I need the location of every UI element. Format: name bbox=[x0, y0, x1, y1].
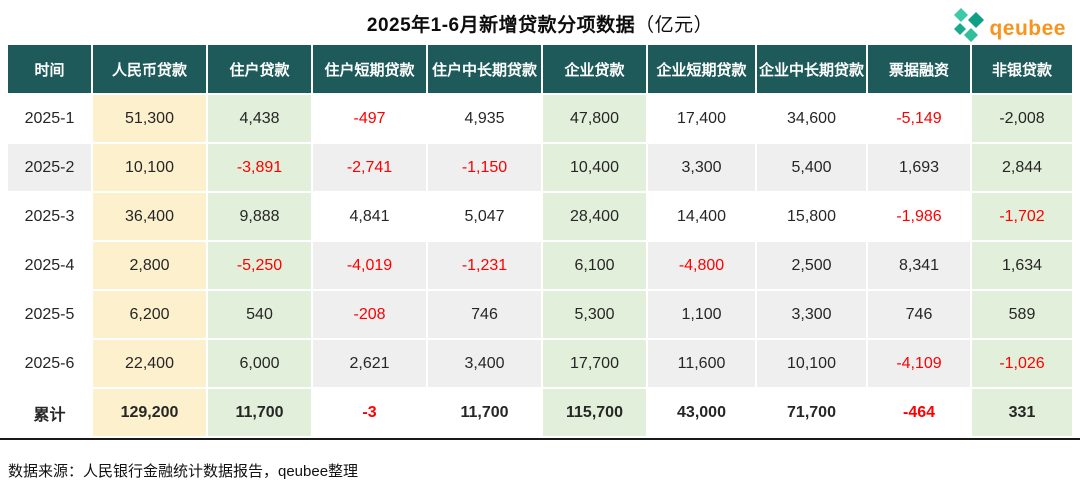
table-cell: 2,500 bbox=[757, 242, 868, 291]
table-cell: 6,100 bbox=[543, 242, 648, 291]
table-cell: 6,200 bbox=[93, 291, 208, 340]
table-row: 2025-3 36,400 9,888 4,841 5,047 28,400 14,400 1… bbox=[8, 193, 1072, 242]
table-cell: 5,300 bbox=[543, 291, 648, 340]
table-cell: -1,231 bbox=[428, 242, 543, 291]
table-cell: 2,800 bbox=[93, 242, 208, 291]
table-cell: -5,149 bbox=[868, 95, 972, 144]
table-cell: 2,844 bbox=[972, 144, 1072, 193]
table-cell: 10,100 bbox=[93, 144, 208, 193]
row-label: 2025-5 bbox=[8, 291, 93, 340]
column-header: 企业短期贷款 bbox=[648, 45, 757, 95]
table-row: 2025-5 6,200 540 -208 746 5,300 1,100 3,300 746 5… bbox=[8, 291, 1072, 340]
table-cell: 540 bbox=[208, 291, 313, 340]
table-cell: -208 bbox=[313, 291, 428, 340]
table-header: 时间 人民币贷款 住户贷款 住户短期贷款 住户中长期贷款 企业贷款 企业短期贷款 企业中长期贷… bbox=[8, 45, 1072, 95]
table-cell: 3,400 bbox=[428, 340, 543, 389]
table-row: 2025-6 22,400 6,000 2,621 3,400 17,700 11,600 1… bbox=[8, 340, 1072, 389]
table-row: 2025-2 10,100 -3,891 -2,741 -1,150 10,400 3,30… bbox=[8, 144, 1072, 193]
table-cell: -1,702 bbox=[972, 193, 1072, 242]
table-cell: -4,019 bbox=[313, 242, 428, 291]
column-header: 非银贷款 bbox=[972, 45, 1072, 95]
page-title-main: 2025年1-6月新增贷款分项数据 bbox=[366, 15, 636, 36]
table-cell: 5,047 bbox=[428, 193, 543, 242]
page-title: 2025年1-6月新增贷款分项数据（亿元） bbox=[0, 10, 1080, 37]
table-cell: -1,986 bbox=[868, 193, 972, 242]
table-cell: 43,000 bbox=[648, 389, 757, 438]
row-label: 2025-3 bbox=[8, 193, 93, 242]
table-cell: 51,300 bbox=[93, 95, 208, 144]
table-cell: 11,700 bbox=[208, 389, 313, 438]
table-cell: 6,000 bbox=[208, 340, 313, 389]
column-header: 住户贷款 bbox=[208, 45, 313, 95]
table-cell: 4,438 bbox=[208, 95, 313, 144]
table-cell: 22,400 bbox=[93, 340, 208, 389]
table-cell: 11,600 bbox=[648, 340, 757, 389]
row-label: 2025-2 bbox=[8, 144, 93, 193]
table-cell: 129,200 bbox=[93, 389, 208, 438]
table-cell: 17,400 bbox=[648, 95, 757, 144]
table-cell: 5,400 bbox=[757, 144, 868, 193]
row-label: 2025-1 bbox=[8, 95, 93, 144]
table-cell: 34,600 bbox=[757, 95, 868, 144]
table-cell: -497 bbox=[313, 95, 428, 144]
table-cell: 1,100 bbox=[648, 291, 757, 340]
table-cell: 14,400 bbox=[648, 193, 757, 242]
page-title-unit: （亿元） bbox=[635, 15, 714, 36]
table-cell: 71,700 bbox=[757, 389, 868, 438]
loan-data-table: 时间 人民币贷款 住户贷款 住户短期贷款 住户中长期贷款 企业贷款 企业短期贷款 企业中长期贷… bbox=[8, 45, 1072, 438]
row-label: 2025-6 bbox=[8, 340, 93, 389]
table-cell: -4,800 bbox=[648, 242, 757, 291]
table-cell: 4,841 bbox=[313, 193, 428, 242]
column-header: 企业中长期贷款 bbox=[757, 45, 868, 95]
table-cell: 115,700 bbox=[543, 389, 648, 438]
table-cell: -5,250 bbox=[208, 242, 313, 291]
table-bottom-rule bbox=[0, 438, 1080, 440]
table-cell: 17,700 bbox=[543, 340, 648, 389]
table-cell: 9,888 bbox=[208, 193, 313, 242]
table-cell: 3,300 bbox=[648, 144, 757, 193]
table-row: 2025-4 2,800 -5,250 -4,019 -1,231 6,100 -4,800… bbox=[8, 242, 1072, 291]
table-cell: 746 bbox=[868, 291, 972, 340]
table-row: 2025-1 51,300 4,438 -497 4,935 47,800 17,400 34… bbox=[8, 95, 1072, 144]
table-cell: 11,700 bbox=[428, 389, 543, 438]
table-cell: 331 bbox=[972, 389, 1072, 438]
table-cell: 47,800 bbox=[543, 95, 648, 144]
table-cell: -2,008 bbox=[972, 95, 1072, 144]
table-cell: 8,341 bbox=[868, 242, 972, 291]
table-cell: 10,400 bbox=[543, 144, 648, 193]
table-cell: 4,935 bbox=[428, 95, 543, 144]
table-cell: -1,026 bbox=[972, 340, 1072, 389]
table-cell: -2,741 bbox=[313, 144, 428, 193]
column-header: 住户中长期贷款 bbox=[428, 45, 543, 95]
column-header: 人民币贷款 bbox=[93, 45, 208, 95]
diamond-cluster-icon bbox=[950, 7, 986, 50]
column-header: 企业贷款 bbox=[543, 45, 648, 95]
table-cell: -1,150 bbox=[428, 144, 543, 193]
table-cell: 10,100 bbox=[757, 340, 868, 389]
table-cell: 2,621 bbox=[313, 340, 428, 389]
table-cell: 746 bbox=[428, 291, 543, 340]
column-header: 住户短期贷款 bbox=[313, 45, 428, 95]
table-cell: 1,634 bbox=[972, 242, 1072, 291]
qeubee-logo: qeubee bbox=[950, 7, 1066, 50]
table-cell: -3 bbox=[313, 389, 428, 438]
row-label: 累计 bbox=[8, 389, 93, 438]
table-cell: 15,800 bbox=[757, 193, 868, 242]
table-cell: 1,693 bbox=[868, 144, 972, 193]
logo-text: qeubee bbox=[989, 16, 1066, 40]
table-cell: -3,891 bbox=[208, 144, 313, 193]
row-label: 2025-4 bbox=[8, 242, 93, 291]
table-cell: 36,400 bbox=[93, 193, 208, 242]
table-cell: -4,109 bbox=[868, 340, 972, 389]
table-cell: 3,300 bbox=[757, 291, 868, 340]
column-header: 时间 bbox=[8, 45, 93, 95]
column-header: 票据融资 bbox=[868, 45, 972, 95]
table-cell: 28,400 bbox=[543, 193, 648, 242]
table-cell: -464 bbox=[868, 389, 972, 438]
source-note: 数据来源：人民银行金融统计数据报告，qeubee整理 bbox=[8, 463, 359, 480]
total-row: 累计 129,200 11,700 -3 11,700 115,700 43,000 71,7… bbox=[8, 389, 1072, 438]
table-cell: 589 bbox=[972, 291, 1072, 340]
